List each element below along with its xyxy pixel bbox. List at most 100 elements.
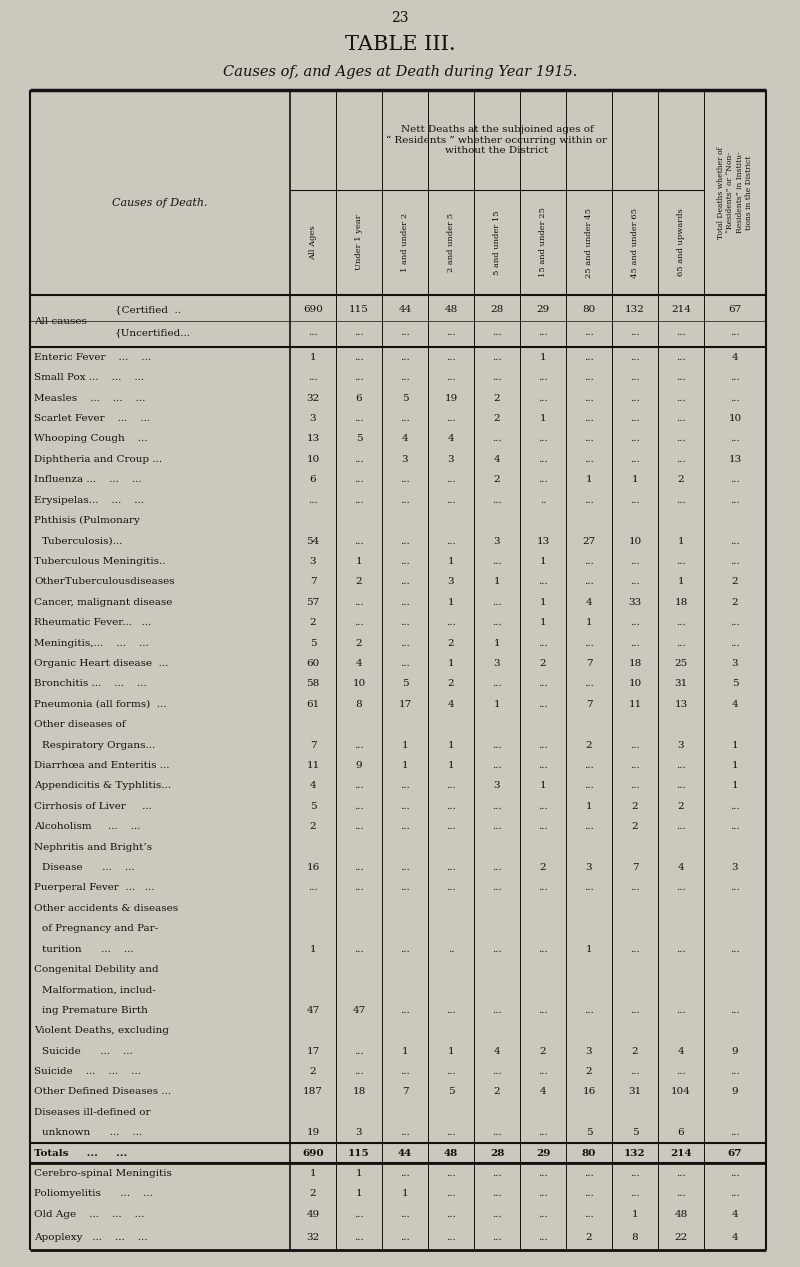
Text: ...: ... [492, 598, 502, 607]
Text: Disease      ...    ...: Disease ... ... [42, 863, 134, 872]
Text: Apoplexy   ...    ...    ...: Apoplexy ... ... ... [34, 1233, 147, 1242]
Text: Appendicitis & Typhlitis...: Appendicitis & Typhlitis... [34, 782, 171, 791]
Text: 23: 23 [391, 11, 409, 25]
Text: Meningitis,...    ...    ...: Meningitis,... ... ... [34, 639, 149, 647]
Text: ...: ... [492, 557, 502, 566]
Text: ...: ... [676, 414, 686, 423]
Text: 1: 1 [540, 414, 546, 423]
Text: ...: ... [400, 1006, 410, 1015]
Text: 1: 1 [586, 475, 592, 484]
Text: ...: ... [538, 475, 548, 484]
Text: ...: ... [730, 639, 740, 647]
Text: unknown      ...    ...: unknown ... ... [42, 1129, 142, 1138]
Text: 32: 32 [306, 1233, 320, 1242]
Text: ...: ... [492, 740, 502, 750]
Text: 2: 2 [494, 1087, 500, 1096]
Text: 3: 3 [732, 659, 738, 668]
Text: 2: 2 [356, 639, 362, 647]
Text: ...: ... [630, 414, 640, 423]
Text: Organic Heart disease  ...: Organic Heart disease ... [34, 659, 168, 668]
Text: 4: 4 [732, 1233, 738, 1242]
Text: 2: 2 [678, 802, 684, 811]
Text: Influenza ...    ...    ...: Influenza ... ... ... [34, 475, 142, 484]
Text: ...: ... [584, 374, 594, 383]
Text: 2: 2 [310, 1067, 316, 1076]
Text: ...: ... [354, 1210, 364, 1219]
Text: 1: 1 [586, 802, 592, 811]
Text: 2: 2 [732, 598, 738, 607]
Text: ...: ... [584, 761, 594, 770]
Text: ...: ... [730, 557, 740, 566]
Text: 7: 7 [402, 1087, 408, 1096]
Text: 2: 2 [586, 740, 592, 750]
Text: Old Age    ...    ...    ...: Old Age ... ... ... [34, 1210, 144, 1219]
Text: ...: ... [584, 883, 594, 892]
Text: 3: 3 [678, 740, 684, 750]
Text: ...: ... [308, 328, 318, 337]
Text: ...: ... [584, 394, 594, 403]
Text: 1: 1 [310, 352, 316, 362]
Text: ...: ... [354, 822, 364, 831]
Text: Respiratory Organs...: Respiratory Organs... [42, 740, 155, 750]
Text: 7: 7 [310, 578, 316, 587]
Text: ...: ... [584, 1169, 594, 1178]
Text: Diarrhœa and Enteritis ...: Diarrhœa and Enteritis ... [34, 761, 170, 770]
Text: ...: ... [630, 328, 640, 337]
Text: 10: 10 [628, 679, 642, 688]
Text: 1: 1 [402, 1047, 408, 1055]
Text: ...: ... [492, 761, 502, 770]
Text: ...: ... [730, 435, 740, 443]
Text: 1: 1 [540, 618, 546, 627]
Text: Poliomyelitis      ...    ...: Poliomyelitis ... ... [34, 1190, 153, 1199]
Text: ...: ... [400, 328, 410, 337]
Text: ...: ... [446, 863, 456, 872]
Text: ...: ... [492, 1169, 502, 1178]
Text: 4: 4 [356, 659, 362, 668]
Text: 11: 11 [306, 761, 320, 770]
Text: Causes of, and Ages at Death during Year 1915.: Causes of, and Ages at Death during Year… [223, 65, 577, 79]
Text: ...: ... [354, 618, 364, 627]
Text: ...: ... [354, 495, 364, 504]
Text: Whooping Cough    ...: Whooping Cough ... [34, 435, 147, 443]
Text: ...: ... [584, 679, 594, 688]
Text: ...: ... [676, 374, 686, 383]
Text: 60: 60 [306, 659, 320, 668]
Text: 3: 3 [494, 659, 500, 668]
Text: 690: 690 [302, 1149, 324, 1158]
Text: ...: ... [538, 740, 548, 750]
Text: Suicide      ...    ...: Suicide ... ... [42, 1047, 133, 1055]
Text: ...: ... [538, 1006, 548, 1015]
Text: 1: 1 [494, 578, 500, 587]
Text: ...: ... [676, 639, 686, 647]
Text: 2: 2 [448, 679, 454, 688]
Text: 65 and upwards: 65 and upwards [677, 209, 685, 276]
Text: ...: ... [584, 782, 594, 791]
Text: {Certified  ..: {Certified .. [115, 305, 181, 314]
Text: ...: ... [446, 495, 456, 504]
Text: ...: ... [730, 374, 740, 383]
Text: ...: ... [308, 883, 318, 892]
Text: ...: ... [354, 802, 364, 811]
Text: ...: ... [538, 1210, 548, 1219]
Text: ...: ... [584, 495, 594, 504]
Text: 1: 1 [494, 699, 500, 708]
Text: ...: ... [400, 598, 410, 607]
Text: ing Premature Birth: ing Premature Birth [42, 1006, 148, 1015]
Text: ...: ... [630, 945, 640, 954]
Text: ...: ... [492, 1067, 502, 1076]
Text: ...: ... [538, 761, 548, 770]
Text: 80: 80 [582, 305, 596, 314]
Text: 4: 4 [494, 1047, 500, 1055]
Text: ...: ... [584, 578, 594, 587]
Text: 2: 2 [632, 802, 638, 811]
Text: ...: ... [354, 475, 364, 484]
Text: All causes: All causes [34, 317, 87, 326]
Text: 1: 1 [356, 1169, 362, 1178]
Text: ...: ... [538, 1169, 548, 1178]
Text: ...: ... [730, 394, 740, 403]
Text: ...: ... [676, 328, 686, 337]
Text: 4: 4 [678, 863, 684, 872]
Text: 18: 18 [674, 598, 688, 607]
Text: ...: ... [630, 495, 640, 504]
Text: 1: 1 [586, 618, 592, 627]
